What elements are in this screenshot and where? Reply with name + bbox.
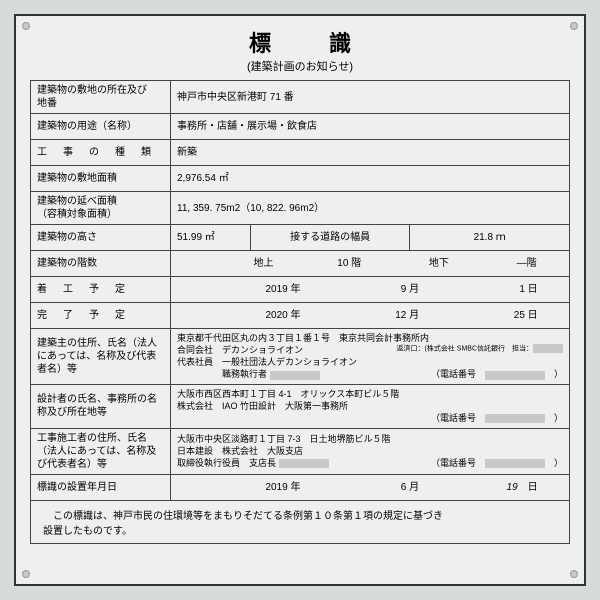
board-subtitle: (建築計画のお知らせ) — [30, 58, 570, 74]
spec-table: 建築物の敷地の所在及び 地番 神戸市中央区新港町 71 番 建築物の用途（名称）… — [30, 80, 570, 501]
label-road-width: 接する道路の幅員 — [250, 225, 410, 251]
value-complete: 2020 年 12 月 25 日 — [171, 303, 570, 329]
label-designer: 設計者の氏名、事務所の名 称及び所在地等 — [31, 384, 171, 428]
value-floor-area: 11, 359. 75m2（10, 822. 96m2） — [171, 192, 570, 225]
label-floor-area: 建築物の延べ面積 （容積対象面積） — [31, 192, 171, 225]
label-complete: 完 了 予 定 — [31, 303, 171, 329]
value-use: 事務所・店舗・展示場・飲食店 — [171, 114, 570, 140]
label-contractor: 工事施工者の住所、氏名 （法人にあっては、名称及 び代表者名）等 — [31, 428, 171, 474]
value-start: 2019 年 9 月 1 日 — [171, 277, 570, 303]
value-owner: 東京都千代田区丸の内３丁目１番１号 東京共同会計事務所内 合同会社 デカンショラ… — [171, 329, 570, 385]
value-height: 51.99 ㎡ — [171, 225, 251, 251]
label-install: 標識の設置年月日 — [31, 474, 171, 500]
label-height: 建築物の高さ — [31, 225, 171, 251]
label-owner: 建築主の住所、氏名（法人 にあっては、名称及び代表 者名）等 — [31, 329, 171, 385]
label-site-area: 建築物の敷地面積 — [31, 166, 171, 192]
label-location: 建築物の敷地の所在及び 地番 — [31, 81, 171, 114]
label-start: 着 工 予 定 — [31, 277, 171, 303]
label-work-type: 工 事 の 種 類 — [31, 140, 171, 166]
value-site-area: 2,976.54 ㎡ — [171, 166, 570, 192]
label-floors: 建築物の階数 — [31, 251, 171, 277]
value-floors: 地上 10 階 地下 ―階 — [171, 251, 570, 277]
label-use: 建築物の用途（名称） — [31, 114, 171, 140]
value-location: 神戸市中央区新港町 71 番 — [171, 81, 570, 114]
footer-note: この標識は、神戸市民の住環境等をまもりそだてる条例第１０条第１項の規定に基づき … — [30, 501, 570, 544]
board-title: 標 識 — [30, 26, 570, 58]
value-designer: 大阪市西区西本町１丁目 4-1 オリックス本町ビル５階 株式会社 IAO 竹田設… — [171, 384, 570, 428]
value-work-type: 新築 — [171, 140, 570, 166]
value-road-width: 21.8 ｍ — [410, 225, 570, 251]
value-contractor: 大阪市中央区淡路町１丁目 7-3 日土地堺筋ビル５階 日本建設 株式会社 大阪支… — [171, 428, 570, 474]
value-install: 2019 年 6 月 19 日 — [171, 474, 570, 500]
